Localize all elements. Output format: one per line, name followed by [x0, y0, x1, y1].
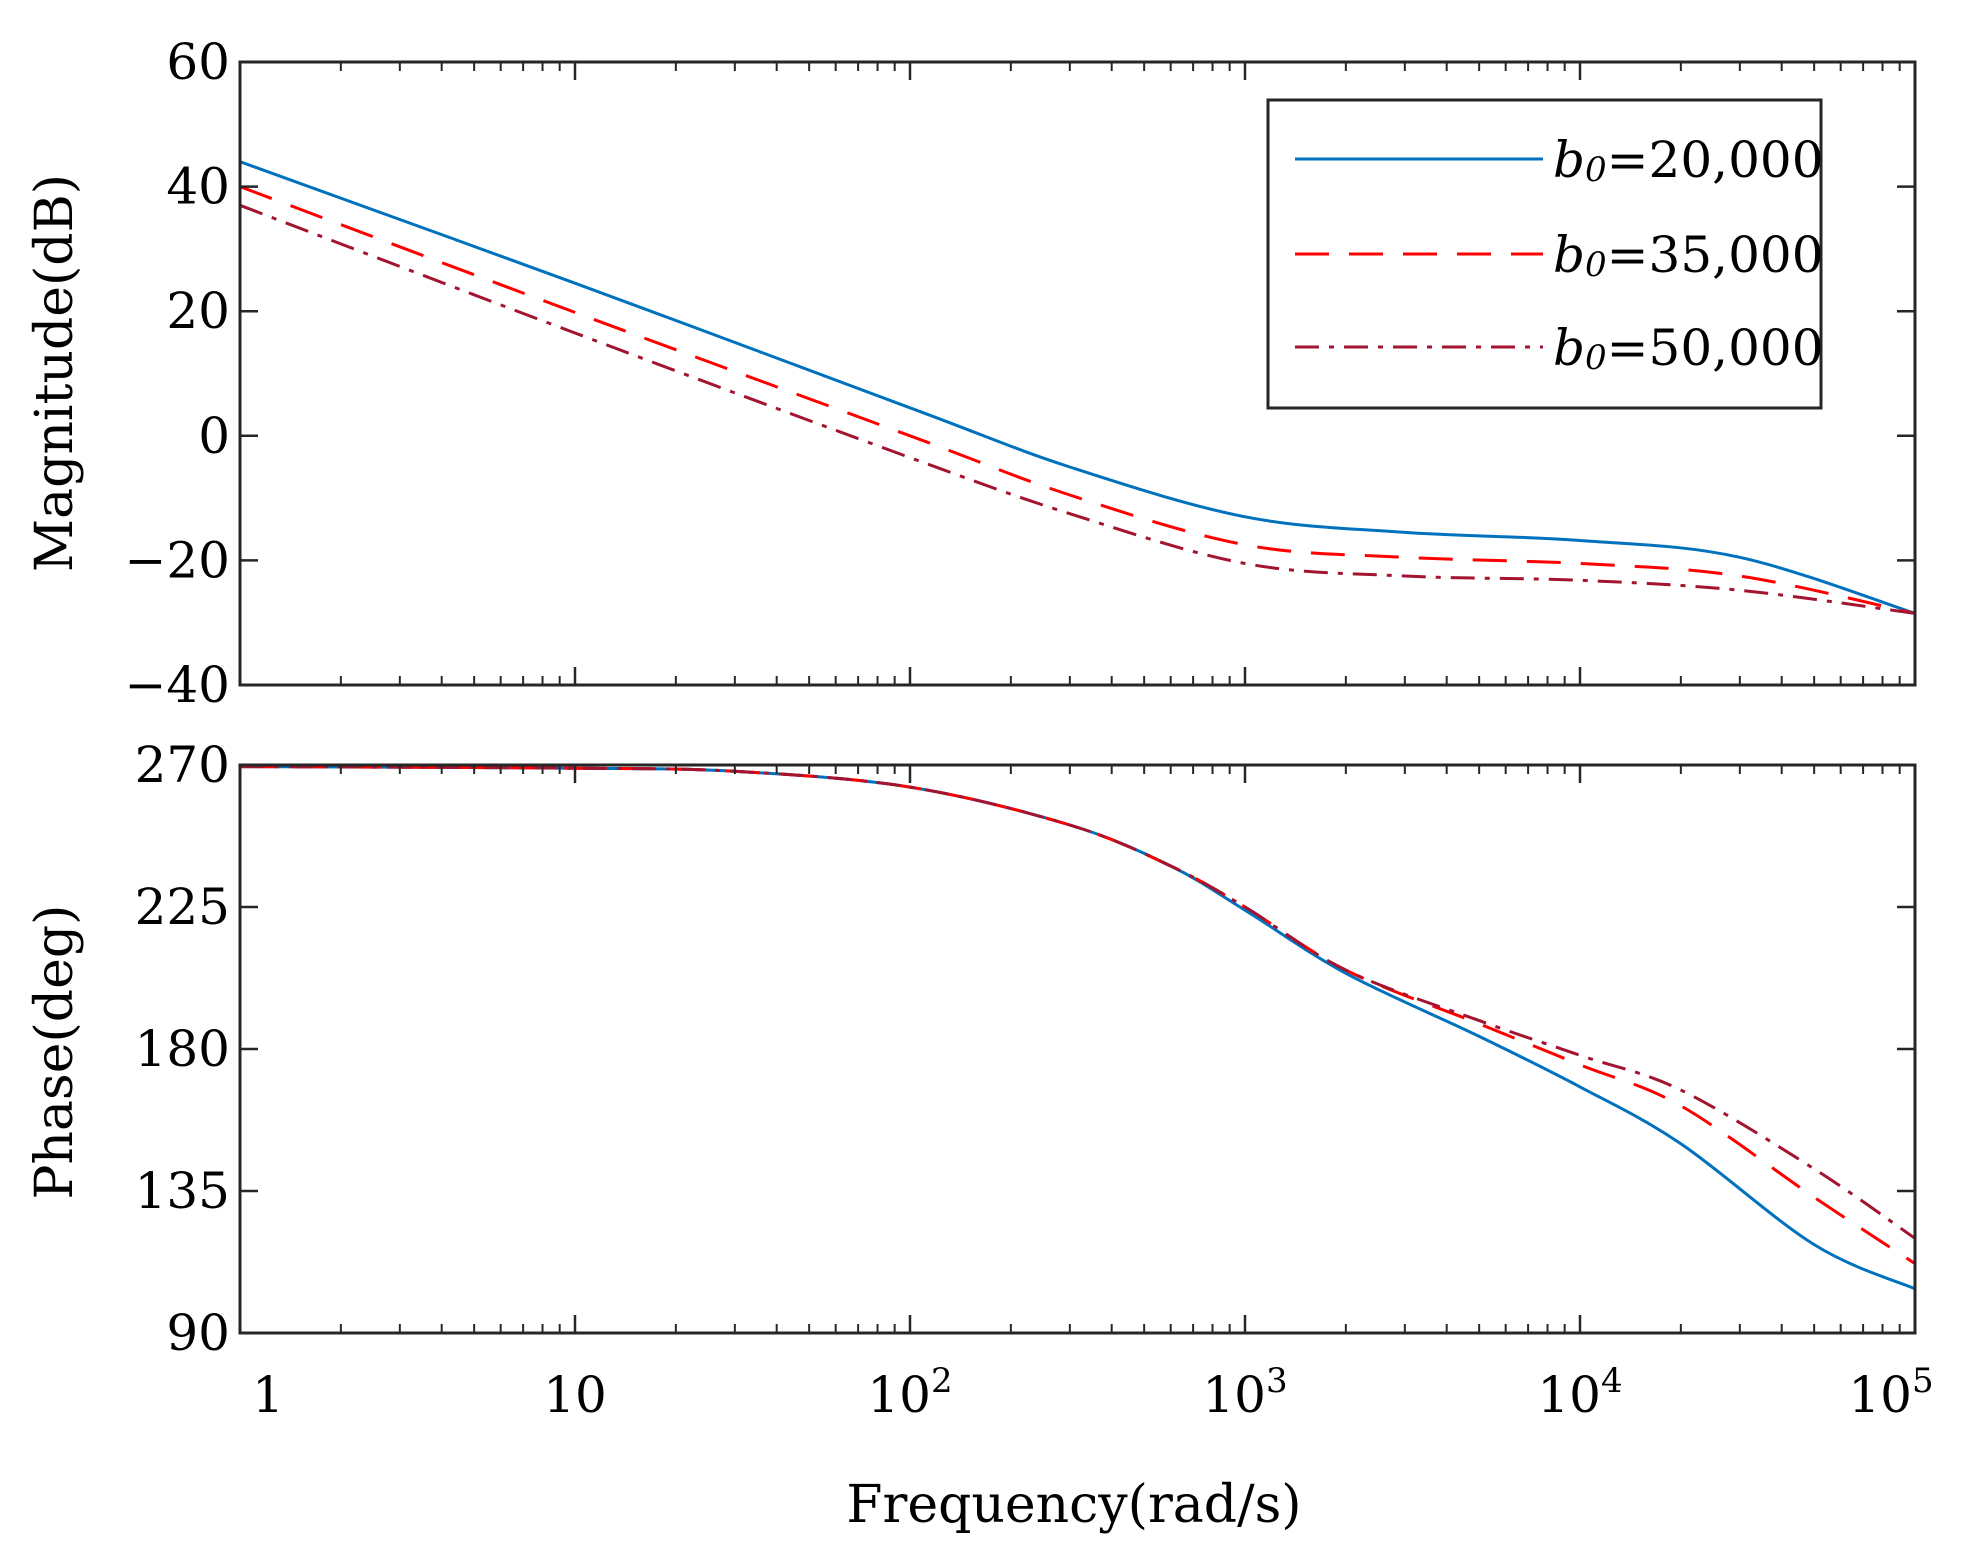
- phase-y-tick-label: 270: [135, 736, 230, 794]
- magnitude-y-axis-title: Magnitude(dB): [25, 174, 85, 572]
- phase-series-b0-20-000: [239, 765, 1916, 1291]
- mag-series-b0-35-000: [239, 185, 1916, 615]
- legend-label-b0-50000: b0=50,000: [1553, 319, 1824, 378]
- magnitude-series-group: [239, 160, 1916, 615]
- mag-y-tick-label: 60: [166, 33, 230, 91]
- phase-y-tick-label: 90: [166, 1304, 230, 1362]
- x-tick-label: 103: [1202, 1361, 1287, 1424]
- mag-y-tick-label: −20: [124, 531, 230, 589]
- magnitude-panel: 60 40 20 0 −20 −40 Magnitude(dB) b0=20,000 b0…: [25, 33, 1917, 714]
- phase-panel: 270 225 180 135 90 1 10 102 103 104 105 Phase(deg…: [25, 736, 1934, 1535]
- phase-axes-box: [238, 763, 1917, 1335]
- mag-y-tick-label: 0: [198, 407, 230, 465]
- phase-y-tick-label: 135: [135, 1162, 230, 1220]
- legend-label-b0-20000: b0=20,000: [1553, 131, 1824, 190]
- magnitude-y-tick-labels: 60 40 20 0 −20 −40: [124, 33, 230, 714]
- mag-y-tick-label: 20: [166, 282, 230, 340]
- magnitude-axes-box: [238, 60, 1917, 687]
- phase-series-group: [239, 765, 1916, 1291]
- legend-label-b0-35000: b0=35,000: [1553, 226, 1824, 285]
- magnitude-ticks: [238, 60, 1917, 687]
- x-tick-label: 10: [543, 1366, 607, 1424]
- x-tick-label: 105: [1848, 1361, 1933, 1424]
- phase-y-tick-labels: 270 225 180 135 90: [135, 736, 230, 1362]
- x-tick-label: 104: [1537, 1361, 1622, 1424]
- mag-series-b0-20-000: [239, 160, 1916, 615]
- phase-y-axis-title: Phase(deg): [25, 905, 85, 1200]
- x-tick-label: 1: [252, 1366, 284, 1424]
- mag-y-tick-label: 40: [166, 158, 230, 216]
- phase-y-tick-label: 180: [135, 1020, 230, 1078]
- mag-y-tick-label: −40: [124, 656, 230, 714]
- phase-ticks: [238, 763, 1917, 1335]
- x-axis-title: Frequency(rad/s): [846, 1475, 1301, 1535]
- mag-series-b0-50-000: [239, 203, 1916, 615]
- x-tick-label: 102: [867, 1361, 952, 1424]
- phase-series-b0-50-000: [239, 765, 1916, 1240]
- phase-y-tick-label: 225: [135, 878, 230, 936]
- phase-x-tick-labels: 1 10 102 103 104 105: [252, 1361, 1934, 1424]
- phase-series-b0-35-000: [239, 765, 1916, 1265]
- legend: b0=20,000 b0=35,000 b0=50,000: [1266, 98, 1824, 410]
